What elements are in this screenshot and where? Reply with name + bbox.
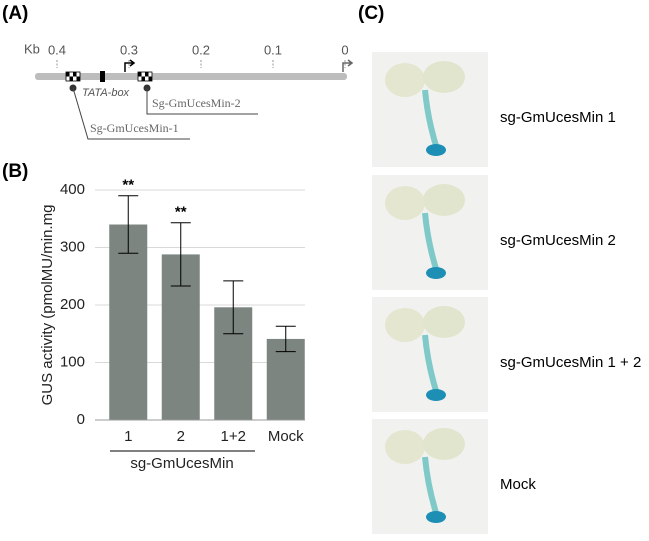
- site-label: Sg-GmUcesMin-2: [152, 96, 241, 110]
- y-axis-label: GUS activity (pmolMU/min.mg: [39, 205, 56, 406]
- gene-bar: [35, 73, 347, 80]
- tata-box: [100, 71, 105, 82]
- x-tick-label: 1: [124, 428, 132, 445]
- significance-label: **: [122, 177, 134, 194]
- tss-arrow: [124, 59, 136, 72]
- cotyledon: [423, 428, 465, 460]
- unit-label: Kb: [24, 41, 40, 56]
- site-label: Sg-GmUcesMin-1: [90, 121, 179, 135]
- gus-stain: [426, 511, 446, 523]
- site-box: [65, 71, 81, 82]
- scale-label: 0.2: [192, 42, 210, 57]
- error-bar: [118, 195, 139, 254]
- photo-label: sg-GmUcesMin 2: [500, 232, 616, 249]
- site-leader: [146, 88, 258, 115]
- gus-stain: [426, 267, 446, 279]
- panel-label: (C): [358, 3, 384, 24]
- cotyledon: [423, 184, 465, 216]
- scale-label: 0.3: [120, 42, 138, 57]
- photo-label: sg-GmUcesMin 1 + 2: [500, 354, 641, 371]
- panel-label: (B): [2, 161, 28, 182]
- gus-stain: [426, 389, 446, 401]
- error-bar: [275, 325, 296, 353]
- bar: [109, 224, 148, 420]
- scale-label: 0.4: [48, 42, 66, 57]
- x-tick-label: 1+2: [221, 428, 246, 445]
- group-label: sg-GmUcesMin: [130, 455, 233, 472]
- cotyledon: [385, 308, 425, 342]
- scale-label: 0: [341, 42, 348, 57]
- x-tick-label: 2: [177, 428, 185, 445]
- bar: [266, 338, 305, 420]
- cotyledon: [423, 306, 465, 338]
- tss-arrow: [342, 59, 354, 72]
- y-tick-label: 400: [60, 181, 85, 198]
- cotyledon: [385, 430, 425, 464]
- error-bar: [170, 222, 191, 287]
- site-leader: [72, 87, 190, 140]
- cotyledon: [385, 186, 425, 220]
- photo-label: Mock: [500, 476, 536, 493]
- cotyledon: [423, 61, 465, 93]
- tata-label: TATA-box: [82, 87, 130, 99]
- y-tick-label: 0: [77, 411, 85, 428]
- scale-label: 0.1: [264, 42, 282, 57]
- site-box: [137, 71, 153, 82]
- error-bar: [223, 280, 244, 335]
- y-tick-label: 200: [60, 296, 85, 313]
- cotyledon: [385, 63, 425, 97]
- gus-stain: [426, 144, 446, 156]
- y-tick-label: 100: [60, 353, 85, 370]
- x-tick-label: Mock: [268, 428, 304, 445]
- panel-label: (A): [2, 3, 28, 24]
- significance-label: **: [175, 204, 187, 221]
- y-tick-label: 300: [60, 238, 85, 255]
- photo-label: sg-GmUcesMin 1: [500, 109, 616, 126]
